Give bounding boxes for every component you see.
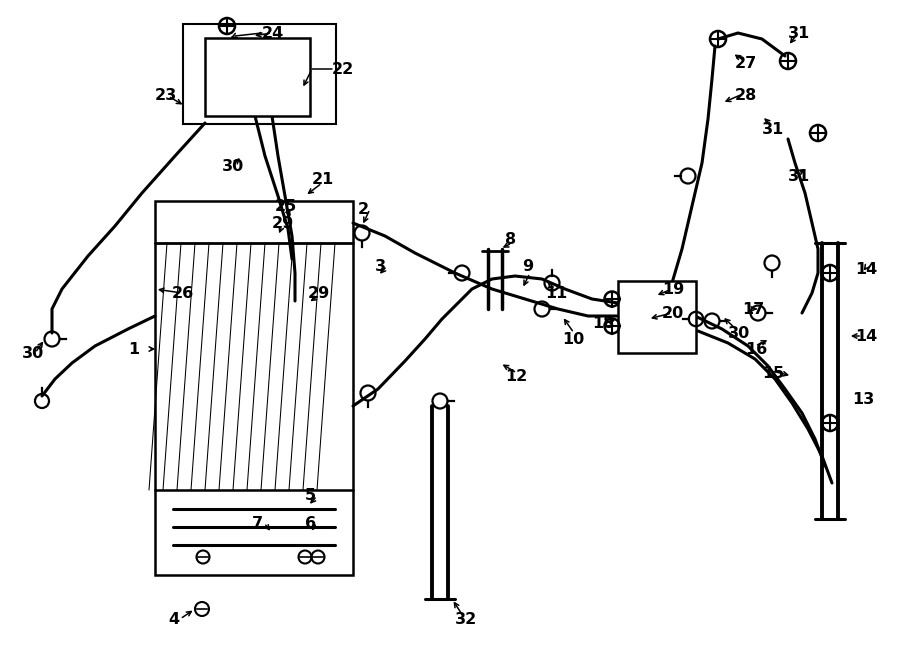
Text: 27: 27 [735, 56, 757, 71]
Text: 32: 32 [455, 611, 477, 627]
Text: 26: 26 [172, 286, 194, 301]
Text: 14: 14 [855, 329, 878, 344]
Text: 7: 7 [252, 516, 263, 531]
Text: 15: 15 [762, 366, 784, 381]
Text: 1: 1 [128, 342, 140, 356]
Text: 11: 11 [545, 286, 567, 301]
Text: 6: 6 [305, 516, 316, 531]
Bar [183, 24, 336, 124]
Text: 10: 10 [562, 332, 584, 346]
Text: 29: 29 [272, 215, 294, 231]
Bar [205, 38, 310, 116]
Text: 9: 9 [522, 258, 533, 274]
Text: 8: 8 [505, 231, 516, 247]
Text: 16: 16 [745, 342, 767, 356]
Text: 20: 20 [662, 305, 684, 321]
Text: 21: 21 [312, 171, 334, 186]
Text: 2: 2 [358, 202, 369, 217]
Text: 24: 24 [262, 26, 284, 40]
Text: 30: 30 [222, 159, 244, 173]
Text: 18: 18 [592, 315, 614, 330]
Text: 31: 31 [788, 169, 810, 184]
Text: 25: 25 [275, 198, 297, 214]
Text: 4: 4 [168, 611, 179, 627]
Text: 12: 12 [505, 368, 527, 383]
Text: 3: 3 [375, 258, 386, 274]
Text: 23: 23 [155, 89, 177, 104]
Text: 28: 28 [735, 89, 757, 104]
Text: 30: 30 [728, 325, 751, 340]
Bar [618, 281, 696, 353]
Text: 14: 14 [855, 262, 878, 276]
Text: 31: 31 [762, 122, 784, 137]
Text: 5: 5 [305, 488, 316, 504]
Text: 13: 13 [852, 391, 874, 407]
Text: 17: 17 [742, 301, 764, 317]
Text: 22: 22 [332, 61, 355, 77]
Text: 31: 31 [788, 26, 810, 40]
Text: 30: 30 [22, 346, 44, 360]
Bar [155, 201, 353, 575]
Text: 19: 19 [662, 282, 684, 297]
Text: 29: 29 [308, 286, 330, 301]
